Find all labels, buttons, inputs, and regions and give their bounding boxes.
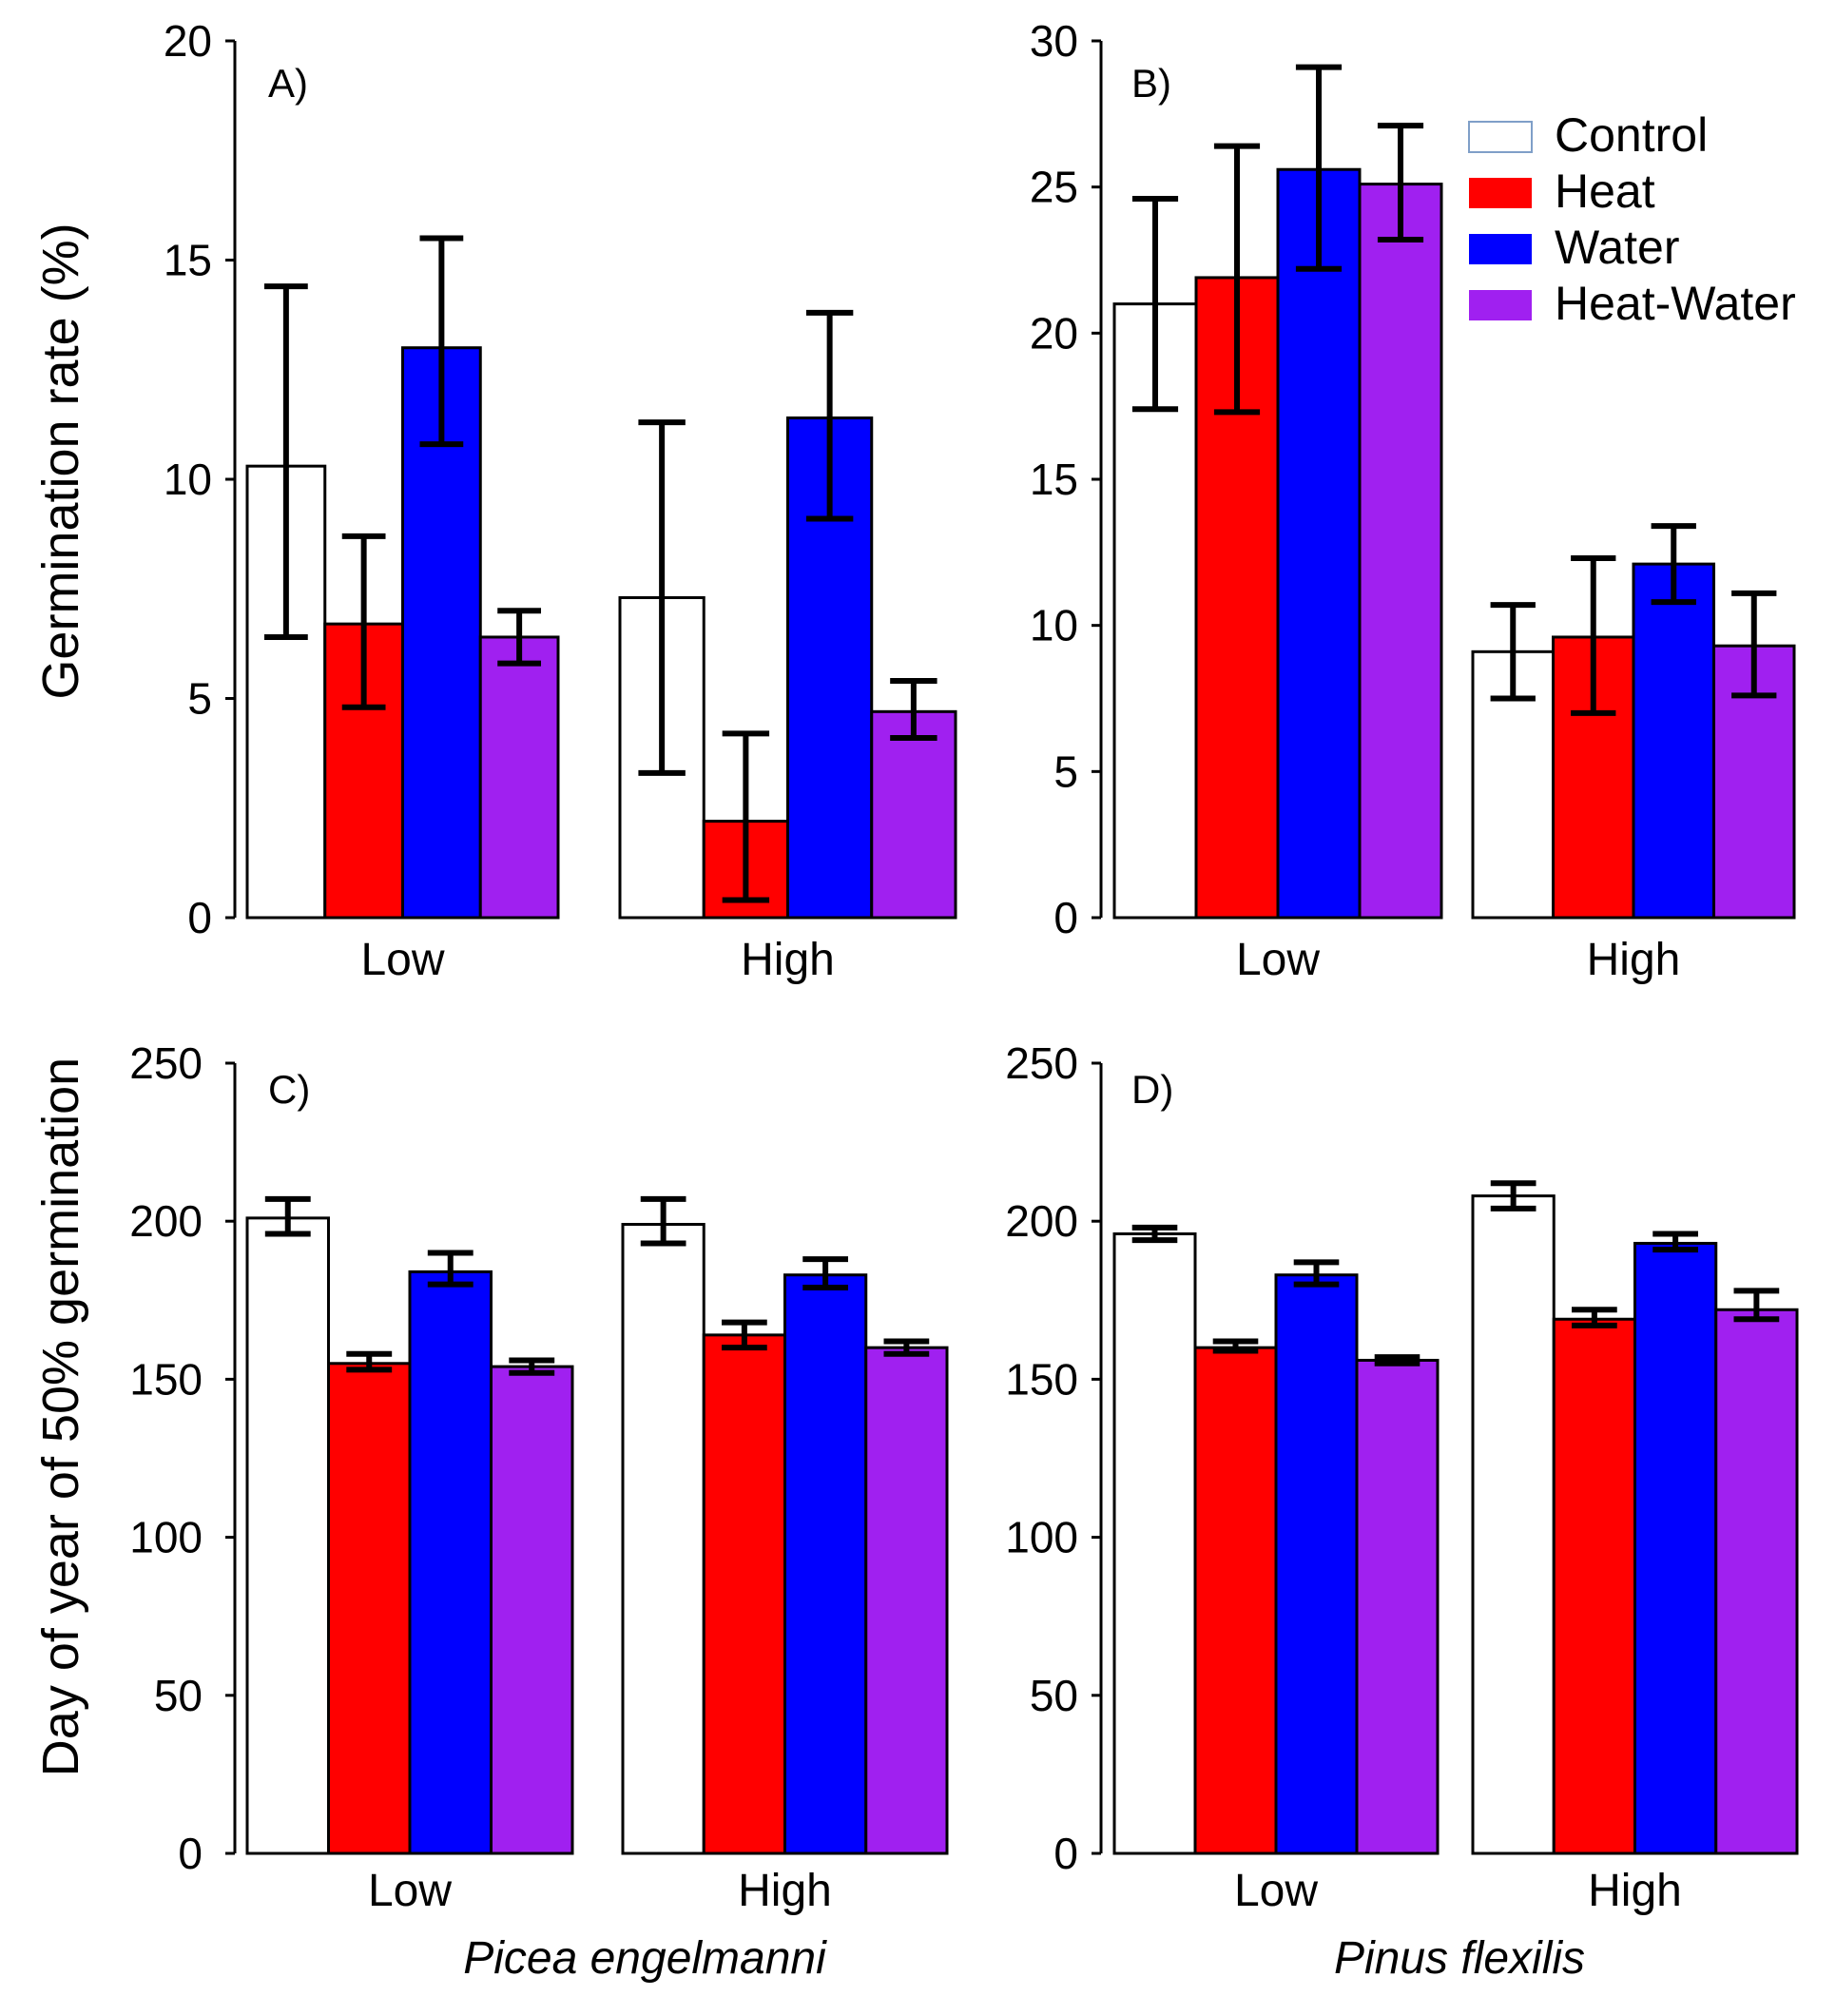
group-label-high: High bbox=[1587, 935, 1681, 985]
bar-control-low bbox=[1112, 1231, 1197, 1855]
bar-control-high bbox=[621, 1223, 705, 1855]
bar-heat-high bbox=[1552, 1317, 1636, 1855]
panel-label: A) bbox=[268, 61, 308, 106]
y-tick-label: 0 bbox=[1053, 1829, 1078, 1878]
legend-label-heat: Heat bbox=[1555, 165, 1655, 218]
panel-label: B) bbox=[1131, 61, 1171, 106]
y-tick-label: 150 bbox=[129, 1354, 203, 1404]
legend-label-heat-water: Heat-Water bbox=[1555, 277, 1796, 330]
bar-water-low bbox=[1274, 1273, 1359, 1855]
bar-heat-water-high bbox=[870, 709, 957, 920]
legend-label-control: Control bbox=[1555, 108, 1708, 162]
y-tick-label: 100 bbox=[129, 1513, 203, 1562]
group-label-high: High bbox=[741, 935, 835, 985]
bar-heat-water-low bbox=[490, 1365, 574, 1855]
bar-heat-water-high bbox=[864, 1346, 949, 1855]
y-tick-label: 250 bbox=[1005, 1038, 1078, 1088]
bar-water-high bbox=[1633, 1241, 1718, 1855]
y-tick-label: 20 bbox=[164, 16, 212, 66]
legend-label-water: Water bbox=[1555, 221, 1680, 274]
bar-water-low bbox=[408, 1270, 493, 1855]
chart-panels: 0 5 10 15 20 A) Low High 0 5 10 15 20 25 30 B) Low High 0 5… bbox=[129, 16, 1799, 1916]
y-tick-label: 50 bbox=[154, 1671, 203, 1720]
y-tick-label: 20 bbox=[1030, 308, 1078, 358]
species-label-right: Pinus flexilis bbox=[1334, 1933, 1585, 1984]
legend-swatch-heat bbox=[1469, 178, 1532, 208]
bar-control-high bbox=[1471, 1194, 1556, 1855]
bar-water-high bbox=[1632, 562, 1715, 920]
panel-b: 0 5 10 15 20 25 30 B) Low High bbox=[1030, 16, 1796, 985]
bar-water-low bbox=[1276, 167, 1362, 920]
y-tick-label: 0 bbox=[1053, 893, 1078, 942]
group-label-low: Low bbox=[368, 1866, 452, 1916]
group-label-low: Low bbox=[360, 935, 444, 985]
panel-label: D) bbox=[1131, 1067, 1173, 1112]
y-axis-title-top: Germination rate (%) bbox=[32, 223, 89, 699]
y-tick-label: 10 bbox=[1030, 601, 1078, 650]
y-tick-label: 0 bbox=[187, 893, 212, 942]
y-tick-label: 50 bbox=[1030, 1671, 1078, 1720]
y-tick-label: 150 bbox=[1005, 1354, 1078, 1404]
y-tick-label: 200 bbox=[129, 1196, 203, 1246]
y-tick-label: 5 bbox=[187, 674, 212, 724]
bar-heat-water-high bbox=[1714, 1308, 1799, 1855]
group-label-high: High bbox=[1588, 1866, 1682, 1916]
panel-c: 0 50 100 150 200 250 C) Low High bbox=[129, 1038, 949, 1916]
panel-d: 0 50 100 150 200 250 D) Low High bbox=[1005, 1038, 1799, 1916]
bar-heat-water-low bbox=[1355, 1358, 1440, 1855]
y-tick-label: 10 bbox=[164, 455, 212, 504]
bar-heat-low bbox=[1193, 1346, 1278, 1855]
bar-heat-water-low bbox=[1358, 183, 1443, 920]
bar-heat-high bbox=[702, 1333, 786, 1855]
y-tick-label: 100 bbox=[1005, 1513, 1078, 1562]
y-tick-label: 15 bbox=[164, 236, 212, 285]
panel-a: 0 5 10 15 20 A) Low High bbox=[164, 16, 957, 985]
legend-swatch-heat-water bbox=[1469, 290, 1532, 320]
panel-label: C) bbox=[268, 1067, 310, 1112]
y-tick-label: 5 bbox=[1053, 746, 1078, 796]
group-label-low: Low bbox=[1236, 935, 1320, 985]
group-label-low: Low bbox=[1234, 1866, 1318, 1916]
legend-swatch-control bbox=[1468, 121, 1533, 153]
group-label-high: High bbox=[738, 1866, 832, 1916]
y-tick-label: 25 bbox=[1030, 163, 1078, 212]
bar-control-low bbox=[245, 1216, 330, 1855]
bar-heat-low bbox=[327, 1362, 412, 1855]
legend-swatch-water bbox=[1469, 234, 1532, 264]
bar-heat-water-low bbox=[478, 635, 560, 920]
species-label-left: Picea engelmanni bbox=[463, 1933, 827, 1984]
bar-water-high bbox=[783, 1273, 868, 1855]
y-axis-title-bottom: Day of year of 50% germination bbox=[32, 1057, 89, 1776]
y-tick-label: 30 bbox=[1030, 16, 1078, 66]
y-tick-label: 15 bbox=[1030, 455, 1078, 504]
y-tick-label: 0 bbox=[178, 1829, 203, 1878]
y-tick-label: 200 bbox=[1005, 1196, 1078, 1246]
y-tick-label: 250 bbox=[129, 1038, 203, 1088]
